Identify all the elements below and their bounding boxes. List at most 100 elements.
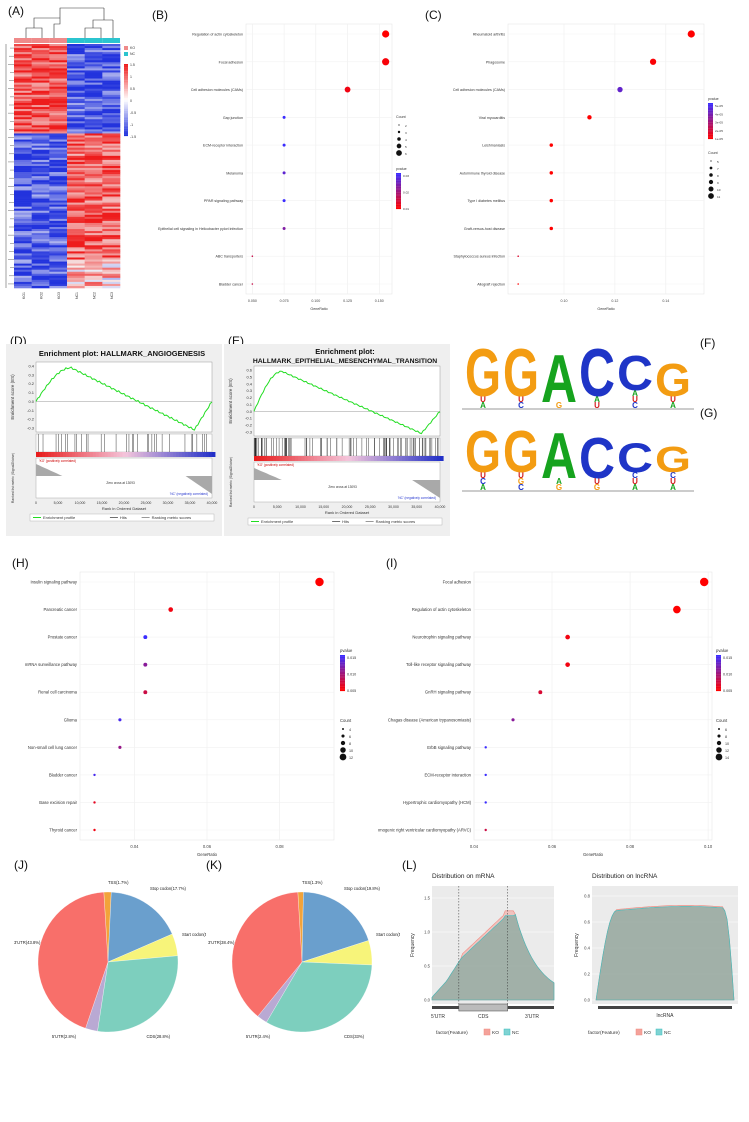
motif-letter: C (617, 434, 653, 481)
pie-slice-label: 5'UTR(2.4%) (246, 1034, 271, 1039)
heatmap-cell (14, 68, 32, 71)
rank-color-strip (392, 456, 397, 461)
heatmap-cell (14, 224, 32, 228)
heatmap-cell (102, 255, 121, 258)
heatmap-cell (84, 84, 103, 87)
heatmap-cell (14, 172, 32, 175)
dot-point (565, 634, 570, 640)
heatmap-cell (84, 170, 103, 173)
heatmap-cell (84, 145, 103, 148)
heatmap-cell (84, 237, 103, 240)
heatmap-cell (84, 111, 103, 114)
heatmap-cell (14, 52, 32, 55)
rank-color-strip (158, 452, 162, 457)
heatmap-cell (84, 261, 103, 264)
heatmap-cell (67, 137, 85, 140)
heatmap-cell (49, 50, 68, 53)
motif-minor-letter: A (670, 483, 676, 492)
heatmap-cell (67, 135, 85, 138)
heatmap-cell (49, 200, 68, 203)
heatmap-cell (49, 48, 68, 51)
metagene-panel-l: Distribution on mRNA 1.5 1.0 0.5 0.0 Frequenc… (410, 873, 738, 1036)
legend-gradient-step (124, 119, 128, 122)
heatmap-cell (84, 127, 103, 130)
color-legend-step (716, 682, 721, 684)
heatmap-cell (84, 247, 103, 250)
motif-minor-letter: A (670, 401, 676, 410)
heatmap-cell (49, 192, 68, 195)
heatmap-cell (14, 48, 32, 51)
motif-letter: G (503, 338, 539, 410)
motif-minor-letter: G (594, 483, 600, 492)
color-legend-step (716, 681, 721, 683)
heatmap-cell (102, 117, 121, 120)
heatmap-cell (31, 208, 50, 212)
heatmap-cell (49, 204, 68, 207)
heatmap-cell (31, 166, 50, 169)
heatmap-cell (84, 117, 103, 120)
heatmap-cell (31, 46, 50, 49)
heatmap-cell (49, 82, 68, 85)
heatmap-cell (84, 210, 103, 214)
dot-point (538, 690, 543, 695)
x-tick-label: 0.04 (470, 844, 479, 849)
heatmap-cell (31, 50, 50, 53)
rank-x-tick: 40,000 (207, 501, 218, 505)
heatmap-cell (102, 281, 121, 285)
es-y-tick: 0.2 (246, 395, 252, 400)
mrna-y-label: Frequency (410, 933, 416, 957)
heatmap-cell (84, 107, 103, 110)
heatmap-cell (84, 168, 103, 171)
heatmap-cell (84, 129, 103, 132)
heatmap-cell (84, 102, 103, 106)
motif-minor-letter: G (556, 483, 562, 492)
heatmap-cell (14, 62, 32, 65)
heatmap-cell (49, 151, 68, 155)
lnc-y-label: Frequency (574, 933, 580, 957)
color-legend-step (708, 124, 713, 126)
heatmap-cell (84, 172, 103, 175)
es-y-tick: 0.1 (246, 402, 252, 407)
heatmap-cell (31, 58, 50, 61)
color-legend-step (708, 130, 713, 132)
dot-point (282, 226, 286, 230)
heatmap-cell (49, 168, 68, 171)
rank-color-strip (329, 456, 334, 461)
heatmap-cell (49, 70, 68, 73)
heatmap-cell (14, 50, 32, 53)
rank-color-strip (185, 452, 189, 457)
heatmap-cell (14, 231, 32, 234)
legend-ko-swatch (635, 1028, 643, 1036)
rank-color-strip (351, 456, 356, 461)
color-legend-step (340, 683, 345, 686)
heatmap-cell (102, 109, 121, 112)
heatmap-cell (67, 161, 85, 165)
heatmap-cell (102, 247, 121, 250)
legend-ko-swatch (483, 1028, 491, 1036)
legend-title: factor(Feature) (588, 1030, 620, 1036)
rank-color-strip (342, 456, 346, 461)
heatmap-cell (84, 220, 103, 224)
color-legend-step (340, 671, 345, 674)
color-legend-step (716, 674, 721, 676)
heatmap-cell (67, 100, 85, 104)
heatmap-cell (14, 235, 32, 238)
heatmap-cell (49, 143, 68, 146)
heatmap-cell (84, 44, 103, 47)
size-legend-dot (341, 734, 345, 738)
heatmap-cell (49, 243, 68, 246)
color-legend-step (716, 679, 721, 681)
rank-color-strip (143, 452, 147, 457)
legend-gradient-step (124, 85, 128, 88)
heatmap-cell (102, 249, 121, 252)
heatmap-cell (14, 153, 32, 157)
es-y-label: Enrichment score (ES) (228, 378, 233, 424)
rank-color-strip (62, 452, 67, 457)
pie-slice-label: 5'UTR(2.8%) (52, 1034, 77, 1039)
heatmap-cell (84, 105, 103, 108)
heatmap-cell (31, 151, 50, 155)
rank-color-strip (339, 456, 343, 461)
rank-color-strip (335, 456, 340, 461)
motif-minor-letter: A (594, 395, 600, 404)
rank-color-strip (301, 456, 305, 461)
